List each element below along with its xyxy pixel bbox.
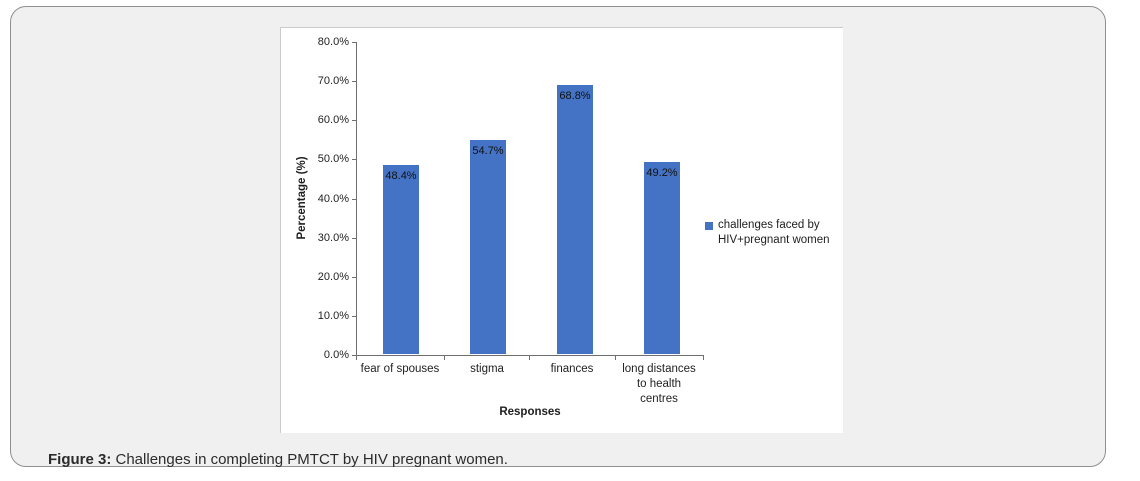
y-tick-label: 50.0%: [317, 153, 349, 165]
y-tick-label: 70.0%: [317, 75, 349, 87]
y-tick-label: 10.0%: [317, 310, 349, 322]
y-tick-label: 40.0%: [317, 193, 349, 205]
data-label: 68.8%: [559, 89, 591, 102]
y-axis-line: [356, 42, 357, 356]
data-label: 54.7%: [472, 145, 504, 157]
x-category-label: long distances to health centres: [622, 363, 696, 405]
x-tick: [444, 356, 445, 360]
bar-long-distances: 49.2%: [644, 161, 680, 354]
figure-caption-text: Challenges in completing PMTCT by HIV pr…: [111, 451, 508, 468]
data-label: 48.4%: [385, 169, 417, 182]
y-tick: [352, 159, 356, 160]
y-tick-label: 20.0%: [317, 271, 349, 283]
chart-area: Percentage (%) 80.0% 70.0% 60.0% 50.0% 4…: [280, 27, 843, 433]
y-tick-label: 80.0%: [317, 36, 349, 48]
y-tick-label: 60.0%: [317, 114, 349, 126]
x-tick: [356, 356, 357, 360]
figure-panel: Percentage (%) 80.0% 70.0% 60.0% 50.0% 4…: [10, 6, 1106, 468]
x-category-label: fear of spouses: [360, 363, 440, 375]
x-tick: [529, 356, 530, 360]
x-axis-title: Responses: [499, 406, 561, 418]
x-axis-line: [356, 355, 704, 356]
data-label: 49.2%: [646, 166, 678, 179]
y-tick: [352, 355, 356, 356]
y-tick: [352, 277, 356, 278]
legend-swatch-icon: [705, 222, 713, 230]
bar-fear-of-spouses: 48.4%: [383, 164, 419, 354]
x-tick: [703, 356, 704, 360]
y-tick: [352, 238, 356, 239]
y-tick: [352, 199, 356, 200]
x-tick: [615, 356, 616, 360]
figure-caption: Figure 3: Challenges in completing PMTCT…: [48, 451, 508, 468]
x-category-label: finances: [550, 363, 594, 375]
y-tick-label: 0.0%: [323, 349, 349, 361]
bar-finances: 68.8%: [557, 84, 593, 354]
y-tick: [352, 81, 356, 82]
y-tick: [352, 316, 356, 317]
chart-legend: challenges faced by HIV+pregnant women: [705, 218, 836, 248]
y-tick-label: 30.0%: [317, 232, 349, 244]
figure-caption-number: Figure 3:: [48, 451, 112, 468]
legend-label: challenges faced by HIV+pregnant women: [718, 219, 830, 246]
y-tick: [352, 42, 356, 43]
bar-stigma: 54.7%: [470, 140, 506, 354]
y-tick: [352, 120, 356, 121]
x-category-label: stigma: [470, 363, 504, 375]
